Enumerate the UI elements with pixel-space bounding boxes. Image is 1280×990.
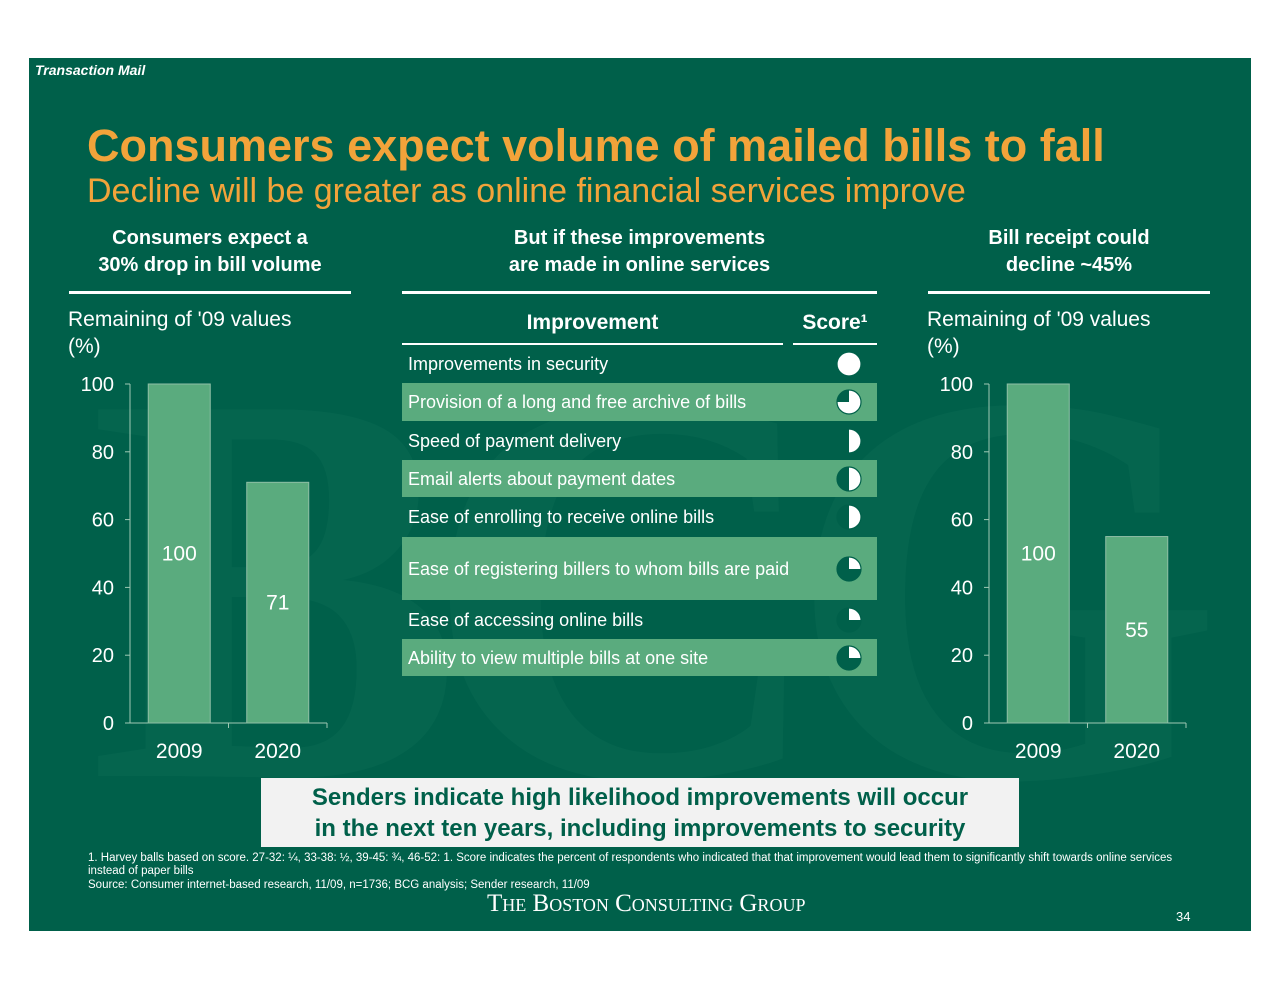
left-panel-heading: Consumers expect a 30% drop in bill volu… xyxy=(69,225,351,279)
middle-heading-line1: But if these improvements xyxy=(513,227,766,249)
improvement-header-rule xyxy=(402,343,783,345)
x-tick-label: 2020 xyxy=(1113,740,1160,763)
footnote-source: Source: Consumer internet-based research… xyxy=(88,879,590,891)
left-heading-line1: Consumers expect a xyxy=(112,227,308,249)
footnote-harvey-balls: 1. Harvey balls based on score. 27-32: ¼… xyxy=(88,852,1173,877)
y-tick-label: 20 xyxy=(92,645,114,667)
bar-value-label: 100 xyxy=(1021,543,1056,566)
y-tick-label: 40 xyxy=(951,577,973,599)
right-heading-line1: Bill receipt could xyxy=(988,227,1150,249)
slide: BCG Transaction Mail Consumers expect vo… xyxy=(29,58,1251,931)
slide-subtitle: Decline will be greater as online financ… xyxy=(87,172,966,210)
table-row: Improvements in security xyxy=(402,345,877,382)
left-bar-chart: 0 20 40 60 80 100 100 2009 71 2020 xyxy=(81,374,328,763)
bar xyxy=(1006,383,1070,724)
slide-title: Consumers expect volume of mailed bills … xyxy=(87,120,1105,171)
improvement-label: Ease of accessing online bills xyxy=(408,609,644,630)
right-heading-rule xyxy=(928,291,1210,294)
table-row: Ease of enrolling to receive online bill… xyxy=(402,498,877,535)
bar-value-label: 55 xyxy=(1125,619,1148,642)
improvement-label: Provision of a long and free archive of … xyxy=(408,392,747,412)
harvey-ball-icon xyxy=(821,555,877,583)
improvement-label: Ease of enrolling to receive online bill… xyxy=(408,506,715,527)
column-header-score: Score¹ xyxy=(802,311,868,334)
y-tick-label: 100 xyxy=(81,374,114,396)
right-axis-label: Remaining of '09 values (%) xyxy=(927,306,1150,360)
right-bar-chart: 0 20 40 60 80 100 100 2009 55 2020 xyxy=(940,374,1187,763)
bar xyxy=(246,481,310,724)
y-tick-label: 80 xyxy=(951,442,973,464)
y-tick-label: 80 xyxy=(92,442,114,464)
left-axis-label-line2: (%) xyxy=(68,335,101,358)
bar xyxy=(1105,536,1169,724)
section-tag: Transaction Mail xyxy=(35,62,146,78)
harvey-ball-icon xyxy=(821,350,877,378)
y-tick-label: 20 xyxy=(951,645,973,667)
y-tick-label: 0 xyxy=(962,713,973,735)
x-tick-label: 2009 xyxy=(1015,740,1062,763)
y-tick-label: 60 xyxy=(92,510,114,532)
y-tick-label: 100 xyxy=(940,374,973,396)
left-axis-label: Remaining of '09 values (%) xyxy=(68,306,291,360)
harvey-ball-icon xyxy=(821,465,877,493)
harvey-ball-icon xyxy=(821,427,877,455)
y-tick-label: 0 xyxy=(103,713,114,735)
right-heading-line2: decline ~45% xyxy=(1005,254,1133,276)
bar-value-label: 71 xyxy=(266,592,289,615)
left-heading-line2: 30% drop in bill volume xyxy=(98,254,322,276)
column-header-improvement: Improvement xyxy=(526,311,659,334)
score-header-rule xyxy=(793,343,877,345)
table-row: Ability to view multiple bills at one si… xyxy=(402,639,877,676)
y-tick-label: 60 xyxy=(951,510,973,532)
table-row: Provision of a long and free archive of … xyxy=(402,383,877,421)
callout-line1: Senders indicate high likelihood improve… xyxy=(311,784,969,811)
harvey-ball-icon xyxy=(821,388,877,416)
bcg-logo-text: The Boston Consulting Group xyxy=(487,890,806,917)
improvement-label: Improvements in security xyxy=(408,353,609,374)
harvey-ball-icon xyxy=(821,644,877,672)
improvement-label: Ease of registering billers to whom bill… xyxy=(408,558,790,579)
table-row: Email alerts about payment dates xyxy=(402,460,877,497)
harvey-ball-icon xyxy=(821,503,877,531)
senders-callout: Senders indicate high likelihood improve… xyxy=(261,778,1019,847)
improvement-label: Email alerts about payment dates xyxy=(408,468,676,489)
middle-heading-rule xyxy=(402,291,877,294)
table-row: Ease of registering billers to whom bill… xyxy=(402,537,877,600)
bar-value-label: 100 xyxy=(162,543,197,566)
y-tick-label: 40 xyxy=(92,577,114,599)
page-number: 34 xyxy=(1176,909,1191,924)
right-axis-label-line2: (%) xyxy=(927,335,960,358)
middle-panel-heading: But if these improvements are made in on… xyxy=(402,225,877,279)
bar xyxy=(147,383,211,724)
x-tick-label: 2020 xyxy=(254,740,301,763)
x-tick-label: 2009 xyxy=(156,740,203,763)
callout-line2: in the next ten years, including improve… xyxy=(314,815,966,842)
improvement-label: Ability to view multiple bills at one si… xyxy=(408,647,709,668)
harvey-ball-icon xyxy=(821,606,877,634)
table-row: Ease of accessing online bills xyxy=(402,601,877,638)
left-axis-label-line1: Remaining of '09 values xyxy=(68,308,292,331)
left-heading-rule xyxy=(69,291,351,294)
right-panel-heading: Bill receipt could decline ~45% xyxy=(928,225,1210,279)
bcg-logo: The Boston Consulting Group xyxy=(487,890,805,918)
middle-heading-line2: are made in online services xyxy=(508,254,771,276)
improvement-label: Speed of payment delivery xyxy=(408,430,622,451)
right-axis-label-line1: Remaining of '09 values xyxy=(927,308,1151,331)
table-row: Speed of payment delivery xyxy=(402,422,877,459)
